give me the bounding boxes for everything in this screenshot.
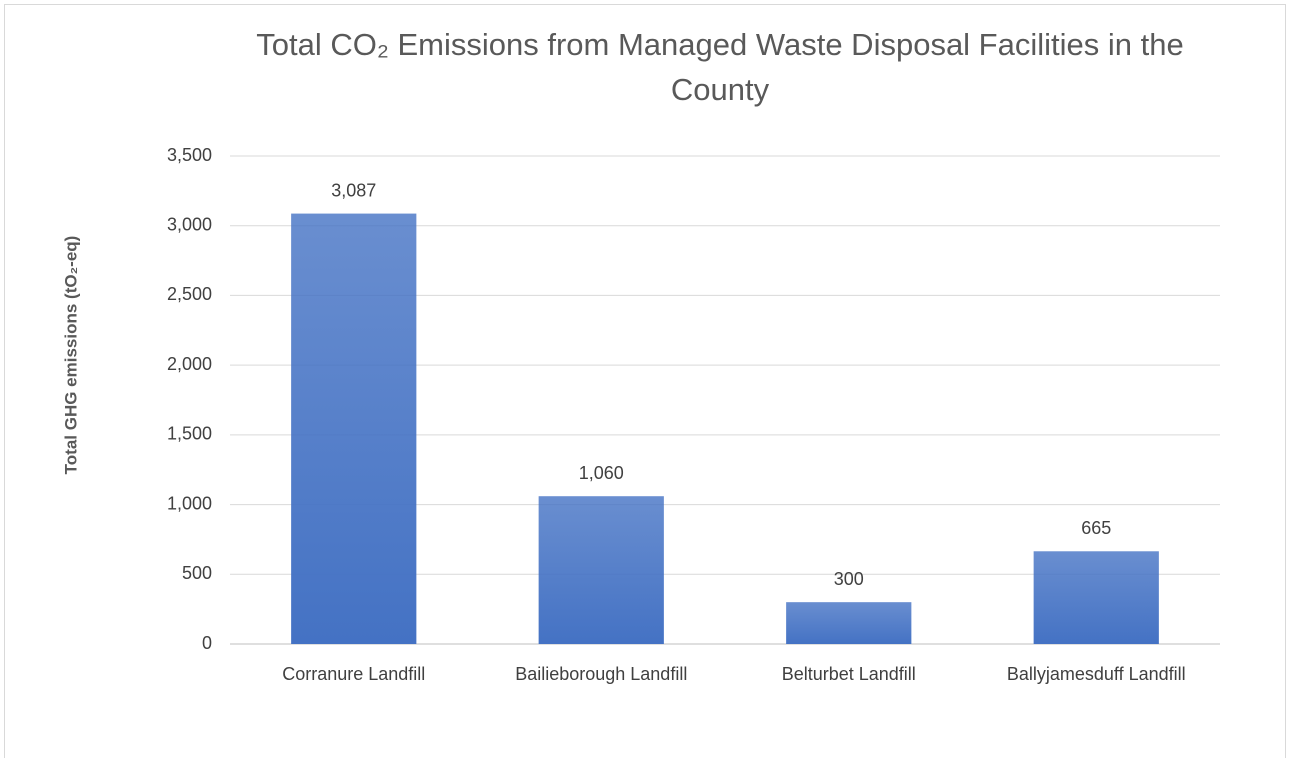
bar bbox=[291, 213, 417, 645]
y-tick-label: 3,500 bbox=[167, 145, 212, 165]
x-tick-label: Belturbet Landfill bbox=[782, 664, 916, 684]
y-tick-label: 1,000 bbox=[167, 493, 212, 513]
y-tick-label: 500 bbox=[182, 563, 212, 583]
x-tick-label: Ballyjamesduff Landfill bbox=[1007, 664, 1186, 684]
bar bbox=[786, 602, 912, 644]
y-tick-label: 2,000 bbox=[167, 354, 212, 374]
x-tick-label: Bailieborough Landfill bbox=[515, 664, 687, 684]
y-tick-label: 3,000 bbox=[167, 214, 212, 234]
bar bbox=[1033, 551, 1159, 644]
data-label: 665 bbox=[1081, 518, 1111, 538]
chart-title: Total CO₂ Emissions from Managed Waste D… bbox=[256, 27, 1184, 107]
data-label: 300 bbox=[834, 569, 864, 589]
y-tick-label: 2,500 bbox=[167, 284, 212, 304]
x-tick-label: Corranure Landfill bbox=[282, 664, 425, 684]
chart-border bbox=[4, 4, 1286, 758]
y-tick-label: 1,500 bbox=[167, 424, 212, 444]
data-label: 1,060 bbox=[579, 463, 624, 483]
y-tick-label: 0 bbox=[202, 633, 212, 653]
y-axis-label: Total GHG emissions (tO₂-eq) bbox=[61, 236, 80, 475]
data-label: 3,087 bbox=[331, 180, 376, 200]
bar bbox=[538, 496, 664, 644]
